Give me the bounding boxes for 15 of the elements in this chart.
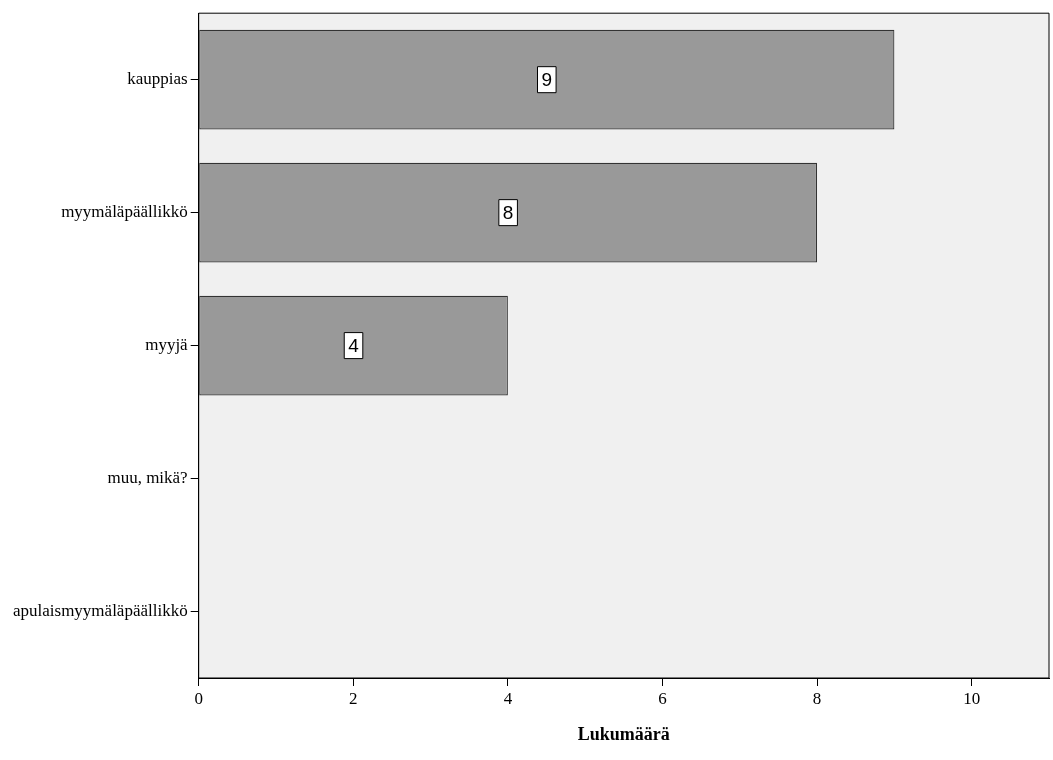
x-tick-label: 8 [812, 688, 822, 708]
data-label: 4 [348, 334, 360, 356]
y-tick-label: myyjä [145, 335, 189, 355]
y-tick-label: apulaismyymäläpäällikkö [12, 600, 188, 620]
data-label: 9 [541, 68, 553, 90]
y-tick-label: kauppias [127, 69, 188, 89]
x-tick-label: 0 [194, 688, 203, 708]
x-tick-label: 6 [658, 688, 667, 708]
x-axis-title: Lukumäärä [577, 723, 670, 744]
x-tick-label: 4 [503, 688, 513, 708]
data-label: 8 [502, 201, 514, 223]
x-tick-label: 10 [963, 688, 981, 708]
y-tick-label: myymäläpäällikkö [61, 202, 188, 222]
x-tick-label: 2 [349, 688, 358, 708]
y-tick-label: muu, mikä? [107, 468, 188, 488]
